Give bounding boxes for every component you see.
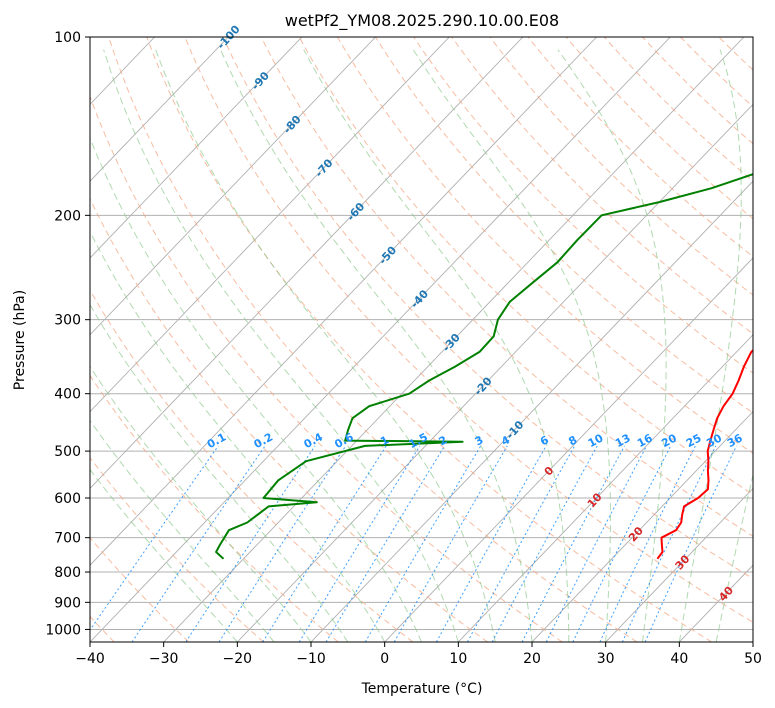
y-tick-label: 800: [54, 565, 81, 581]
y-tick-label: 500: [54, 444, 81, 460]
dry-adiabat-line: [298, 37, 753, 496]
dry-adiabat-line: [90, 95, 563, 642]
dry-adiabat-line: [90, 374, 339, 642]
plot-frame: [89, 36, 754, 643]
dry-adiabat-line: [90, 456, 264, 642]
mixing-ratio-line: [621, 445, 717, 642]
mixing-ratio-label: 10: [586, 431, 606, 450]
mixing-ratio-line: [599, 445, 696, 642]
background-lines: [90, 37, 753, 642]
isotherm-line: [90, 37, 376, 336]
isotherm-line: [90, 37, 597, 566]
chart-title: wetPf2_YM08.2025.290.10.00.E08: [285, 11, 559, 31]
mixing-ratio-line: [491, 445, 598, 642]
mixing-ratio-label: 25: [684, 431, 704, 450]
mixing-ratio-line: [364, 445, 482, 642]
moist-adiabat-line: [678, 49, 742, 642]
mixing-ratio-line: [131, 445, 266, 642]
mixing-ratio-line: [393, 445, 508, 642]
y-tick-label: 400: [54, 387, 81, 403]
mixing-ratio-label: 13: [613, 431, 633, 450]
y-tick-label: 700: [54, 531, 81, 547]
x-tick-label: 0: [380, 651, 389, 667]
moist-adiabat-line: [155, 49, 496, 642]
isotherm-line: [163, 37, 745, 642]
x-tick-label: −30: [149, 651, 179, 667]
dry-adiabat-line: [336, 37, 753, 454]
mixing-ratio-line: [644, 445, 737, 642]
mixing-ratio-line: [325, 445, 446, 642]
dry-adiabat-line: [260, 37, 753, 537]
mixing-ratio-line: [185, 445, 316, 642]
y-axis-title: Pressure (hPa): [12, 290, 28, 390]
x-tick-label: −10: [296, 651, 326, 667]
mixing-ratio-line: [218, 445, 347, 642]
isotherm-line: [90, 37, 524, 490]
data-series: [215, 173, 753, 560]
moist-adiabat-line: [90, 136, 422, 642]
mixing-ratio-label: 30: [704, 431, 724, 450]
x-tick-label: 10: [449, 651, 467, 667]
x-tick-label: 20: [523, 651, 541, 667]
isotherm-line: [90, 37, 303, 259]
y-tick-label: 300: [54, 313, 81, 329]
x-tick-label: −20: [223, 651, 253, 667]
moist-adiabat-line: [90, 419, 275, 642]
moist-adiabat-line: [103, 49, 459, 642]
mixing-ratio-line: [298, 445, 421, 642]
moist-adiabat-line: [90, 365, 312, 642]
isotherm-line: [457, 334, 753, 642]
isotherm-line: [90, 37, 229, 182]
dry-adiabat-line: [146, 37, 712, 642]
dry-adiabat-line: [90, 289, 414, 642]
x-axis-title: Temperature (°C): [361, 681, 483, 697]
dry-adiabat-line: [604, 37, 753, 182]
dry-adiabat-line: [108, 37, 638, 642]
moist-adiabat-line: [557, 49, 667, 642]
y-tick-label: 900: [54, 595, 81, 611]
mixing-ratio-line: [262, 445, 387, 642]
isotherm-line: [90, 37, 450, 413]
moist-adiabat-line: [90, 468, 238, 642]
mixing-ratio-line: [435, 445, 547, 642]
dry-adiabat-line: [375, 37, 753, 414]
x-axis: −40 −30 −20 −10 0 10 20 30 40 50: [75, 642, 762, 667]
dry-adiabat-line: [222, 37, 753, 580]
dewpoint-profile-line: [215, 173, 753, 560]
mixing-ratio-label: 20: [659, 431, 679, 450]
moist-adiabat-line: [220, 49, 533, 642]
mixing-ratio-label: 36: [725, 431, 745, 450]
mixing-ratio-label: 16: [635, 431, 655, 450]
x-tick-label: 30: [597, 651, 615, 667]
y-axis: 100 200 300 400 500 600 700 800 900 1000: [45, 30, 90, 638]
dry-adiabat-line: [565, 37, 753, 220]
dry-adiabat-line: [184, 37, 753, 623]
isotherm-line: [531, 410, 753, 642]
y-tick-label: 100: [54, 30, 81, 46]
moist-adiabat-line: [715, 472, 753, 642]
y-tick-label: 600: [54, 491, 81, 507]
dry-adiabat-line: [451, 37, 753, 335]
x-tick-label: −40: [75, 651, 105, 667]
x-tick-label: 50: [744, 651, 762, 667]
isotherm-line: [605, 487, 753, 642]
x-tick-label: 40: [670, 651, 688, 667]
isotherm-line: [384, 257, 753, 642]
mixing-ratio-line: [467, 445, 576, 642]
moist-adiabat-line: [303, 49, 570, 642]
y-tick-label: 200: [54, 208, 81, 224]
isotherm-line: [236, 103, 753, 642]
temperature-profile-line: [656, 349, 753, 560]
y-tick-label: 1000: [45, 622, 81, 638]
